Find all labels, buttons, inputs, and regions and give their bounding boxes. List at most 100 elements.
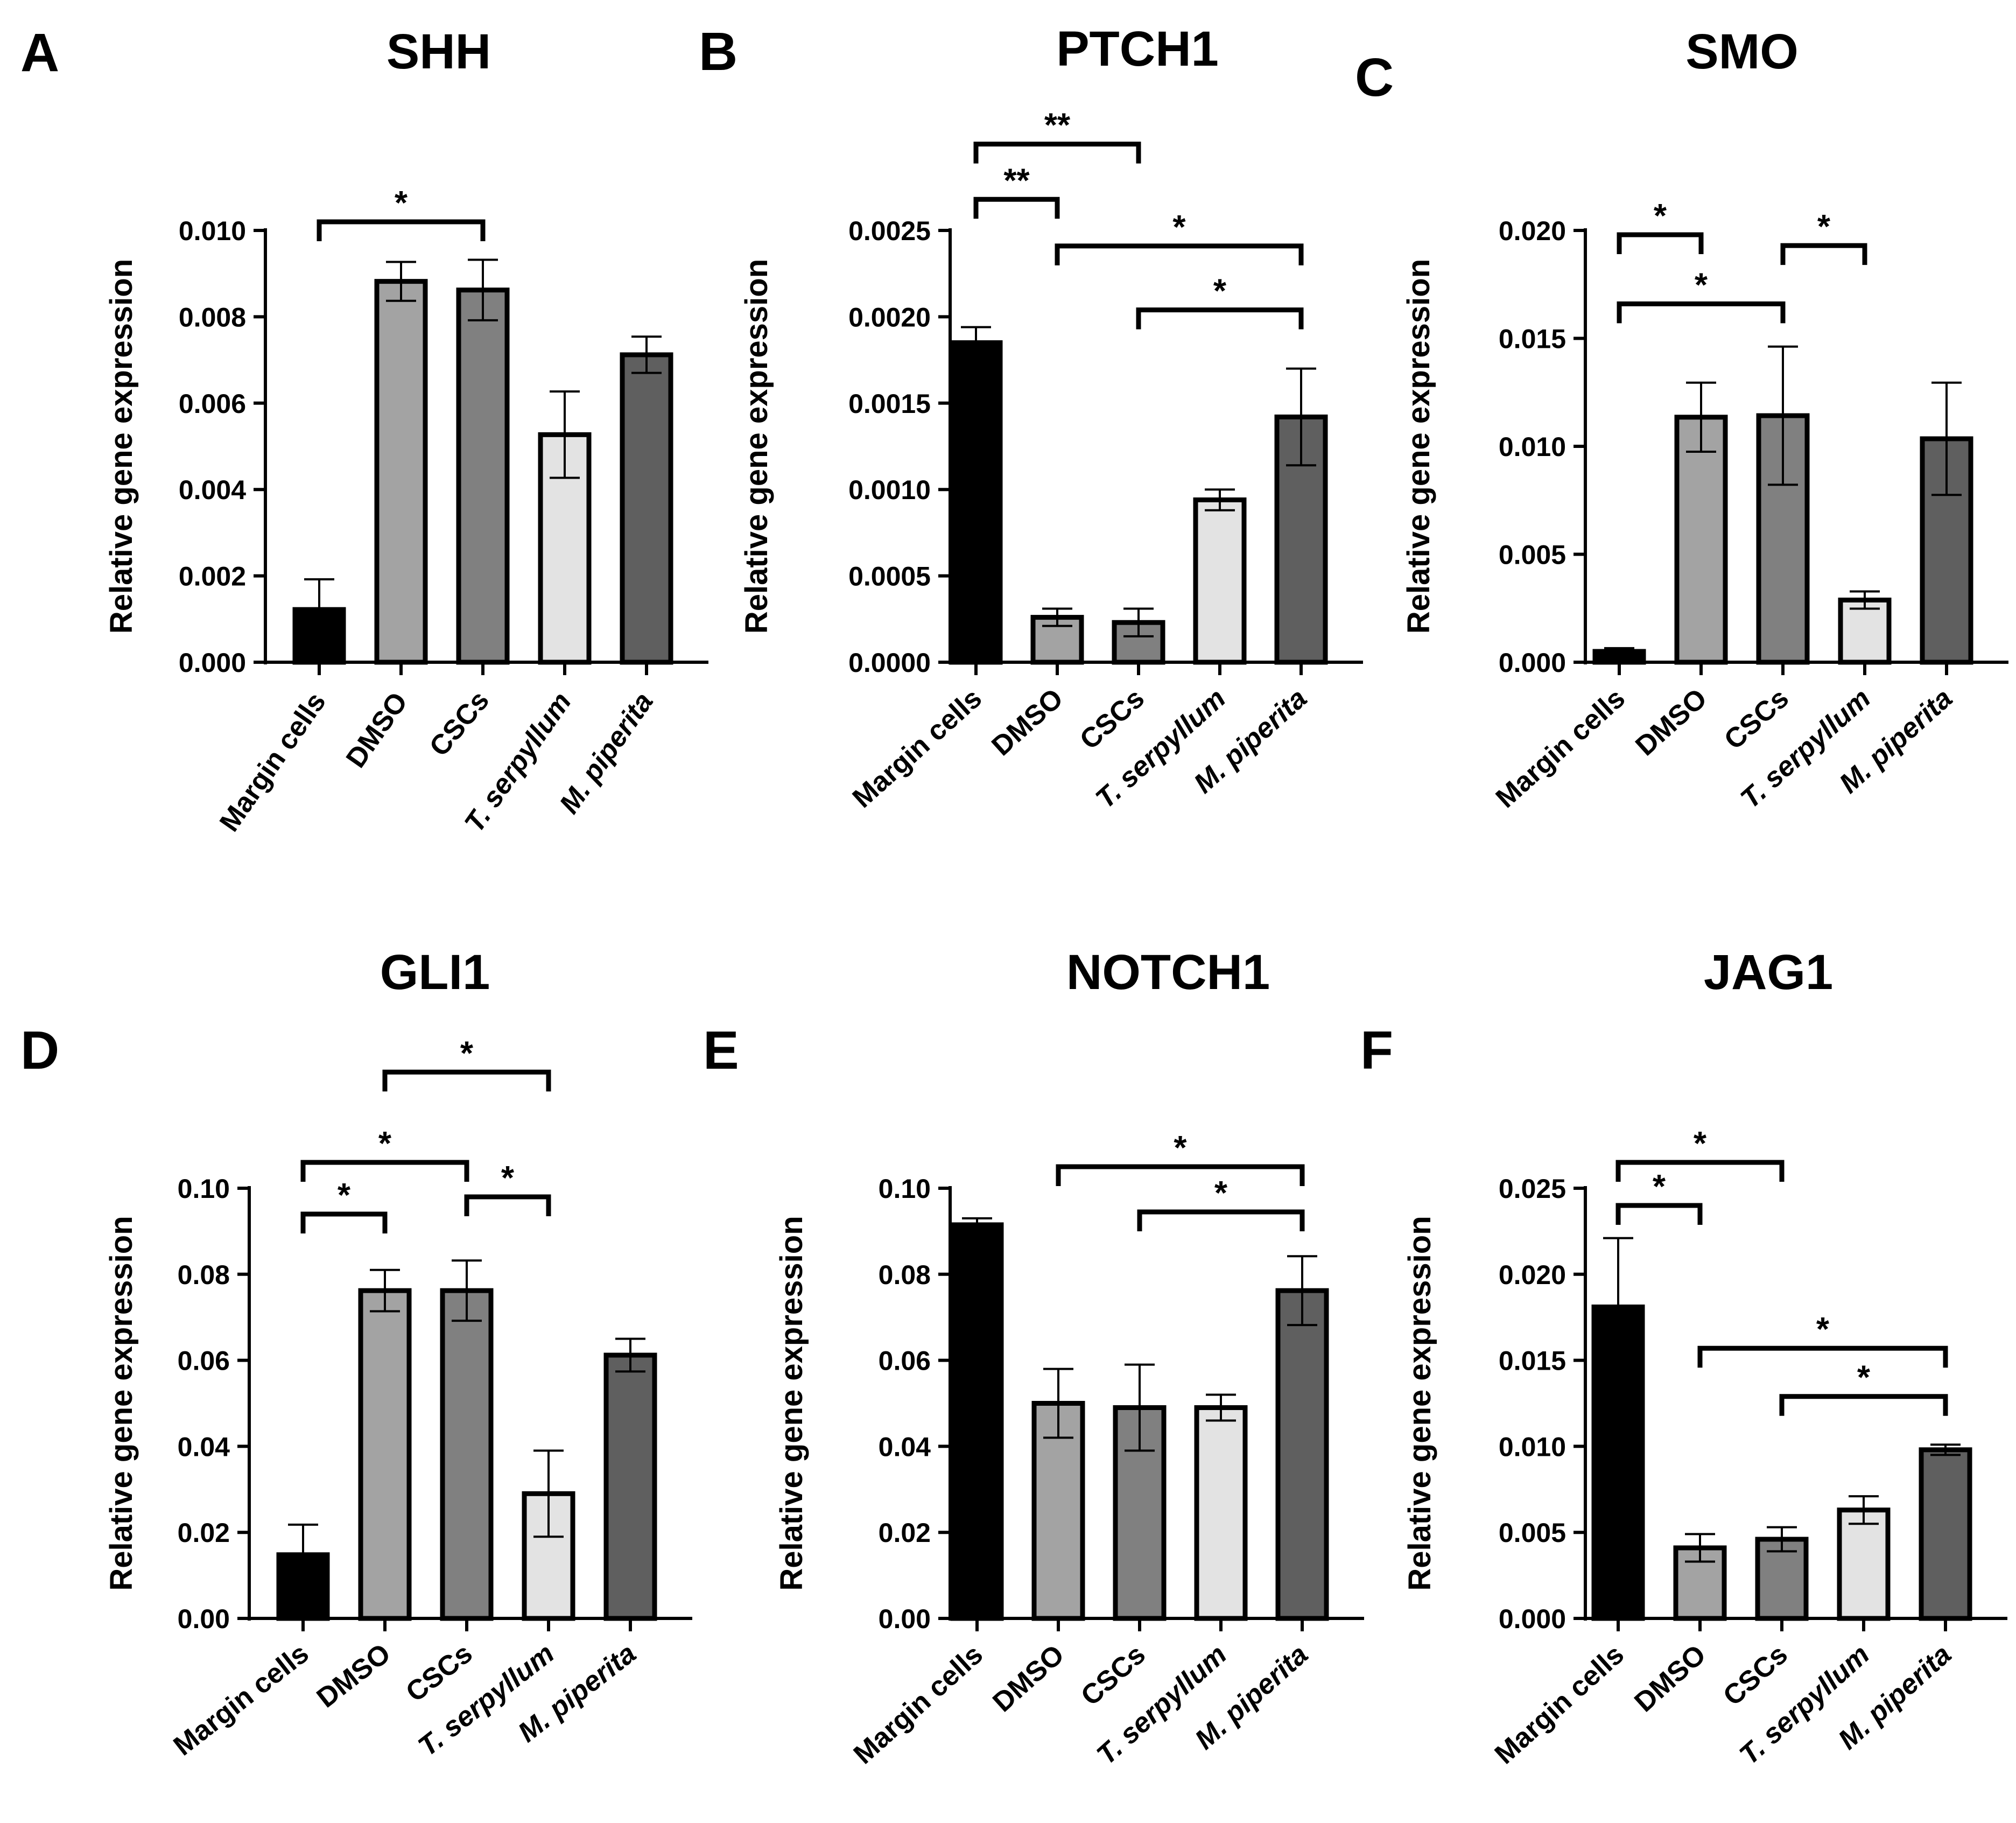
x-category-label: DMSO (1628, 1639, 1712, 1718)
significance-bracket (1697, 1345, 1948, 1368)
y-axis-label: Relative gene expression (1402, 1216, 1437, 1590)
significance-label: * (1174, 1130, 1187, 1167)
y-tick-label: 0.10 (178, 1174, 230, 1204)
significance-bracket (1617, 232, 1704, 255)
significance-bracket (1056, 1164, 1305, 1187)
significance-label: * (1817, 208, 1831, 246)
chart-title: JAG1 (1704, 945, 1833, 1000)
y-tick-label: 0.020 (1499, 1260, 1566, 1290)
y-tick-label: 0.02 (178, 1518, 230, 1548)
y-tick-label: 0.015 (1499, 1346, 1566, 1376)
panel-letter: C (1355, 47, 1394, 108)
x-category-label: DMSO (311, 1638, 397, 1714)
bar (1275, 1288, 1329, 1621)
x-category-label: Margin cells (168, 1638, 315, 1762)
y-tick-label: 0.008 (179, 302, 246, 332)
y-axis-label: Relative gene expression (104, 1216, 139, 1590)
y-tick-label: 0.020 (1499, 216, 1566, 246)
chart-panel-f: F JAG1 Relative gene expression 0.000 0.005 0… (1360, 945, 2007, 1771)
significance-bracket (1779, 1394, 1948, 1416)
x-category-label: DMSO (340, 687, 414, 774)
y-tick-label: 0.010 (179, 216, 246, 246)
bar (950, 1222, 1004, 1621)
bar (1919, 1447, 1972, 1621)
x-category-label: CSCs (1075, 1639, 1151, 1712)
x-category-label: Margin cells (214, 687, 332, 837)
significance-bracket (1136, 307, 1304, 329)
y-tick-label: 0.005 (1499, 1518, 1566, 1548)
significance-bracket (973, 197, 1060, 219)
y-tick-label: 0.08 (178, 1260, 230, 1290)
significance-bracket (1615, 1203, 1703, 1225)
bar (620, 352, 673, 665)
y-tick-label: 0.0000 (848, 648, 931, 678)
significance-bracket (1055, 243, 1304, 265)
x-category-label: DMSO (987, 1639, 1070, 1718)
x-category-label: DMSO (986, 683, 1069, 762)
y-axis-label: Relative gene expression (774, 1216, 809, 1590)
x-category-label: CSCs (1074, 683, 1150, 756)
significance-label: * (1214, 1175, 1228, 1212)
bar (440, 1288, 494, 1621)
panel-letter: D (20, 1020, 59, 1081)
y-tick-label: 0.00 (178, 1604, 230, 1634)
chart-title: NOTCH1 (1066, 945, 1270, 1000)
y-tick-label: 0.000 (179, 648, 246, 678)
x-category-label: CSCs (424, 685, 496, 762)
y-tick-label: 0.00 (879, 1604, 931, 1634)
y-tick-label: 0.04 (879, 1432, 931, 1462)
significance-label: * (1213, 273, 1227, 310)
significance-bracket (1617, 301, 1786, 324)
significance-label: * (378, 1125, 392, 1162)
significance-label: * (501, 1160, 515, 1197)
significance-bracket (1137, 1209, 1305, 1231)
chart-title: SMO (1685, 24, 1799, 79)
y-tick-label: 0.08 (879, 1260, 931, 1290)
y-tick-label: 0.04 (178, 1432, 230, 1462)
significance-label: * (338, 1177, 351, 1214)
x-category-label: Margin cells (1489, 1639, 1630, 1770)
y-tick-label: 0.0010 (848, 475, 931, 505)
significance-bracket (464, 1194, 551, 1216)
chart-panel-b: B PTCH1 Relative gene expression 0.0000 0.00… (699, 22, 1363, 815)
bar (603, 1352, 657, 1621)
significance-label: ** (1044, 107, 1071, 144)
chart-panel-a: A SHH Relative gene expression 0.000 0.002 0.… (20, 23, 708, 838)
y-tick-label: 0.0015 (848, 389, 931, 419)
y-tick-label: 0.006 (179, 389, 246, 419)
y-tick-label: 0.010 (1499, 432, 1566, 462)
y-tick-label: 0.000 (1499, 648, 1566, 678)
y-tick-label: 0.015 (1499, 324, 1566, 354)
bar (374, 279, 428, 665)
y-tick-label: 0.000 (1499, 1604, 1566, 1634)
y-axis-label: Relative gene expression (739, 259, 774, 634)
y-tick-label: 0.010 (1499, 1432, 1566, 1462)
bar (1031, 1401, 1085, 1621)
significance-label: * (395, 185, 408, 222)
x-category-label: Margin cells (848, 1639, 989, 1770)
significance-bracket (382, 1069, 551, 1092)
significance-label: * (1653, 1168, 1666, 1205)
bar (1838, 598, 1892, 665)
significance-bracket (317, 219, 486, 241)
x-category-label: CSCs (1717, 1639, 1794, 1712)
chart-title: SHH (387, 24, 491, 79)
y-tick-label: 0.0020 (848, 302, 931, 332)
significance-label: * (1694, 1125, 1707, 1162)
y-tick-label: 0.10 (879, 1174, 931, 1204)
bar (358, 1288, 412, 1621)
y-tick-label: 0.0025 (848, 216, 931, 246)
bar (1837, 1508, 1891, 1621)
significance-label: * (1816, 1311, 1830, 1348)
y-tick-label: 0.005 (1499, 540, 1566, 570)
significance-label: * (1857, 1359, 1871, 1397)
y-tick-label: 0.02 (879, 1518, 931, 1548)
y-axis-label: Relative gene expression (1401, 259, 1436, 634)
chart-panel-d: D GLI1 Relative gene expression 0.00 0.02 0.0… (20, 945, 692, 1763)
significance-label: * (1654, 198, 1667, 235)
bar (456, 288, 510, 665)
y-tick-label: 0.004 (179, 475, 246, 505)
chart-panel-e: E NOTCH1 Relative gene expression 0.00 0.02 0… (703, 945, 1364, 1771)
panel-letter: B (699, 22, 737, 82)
